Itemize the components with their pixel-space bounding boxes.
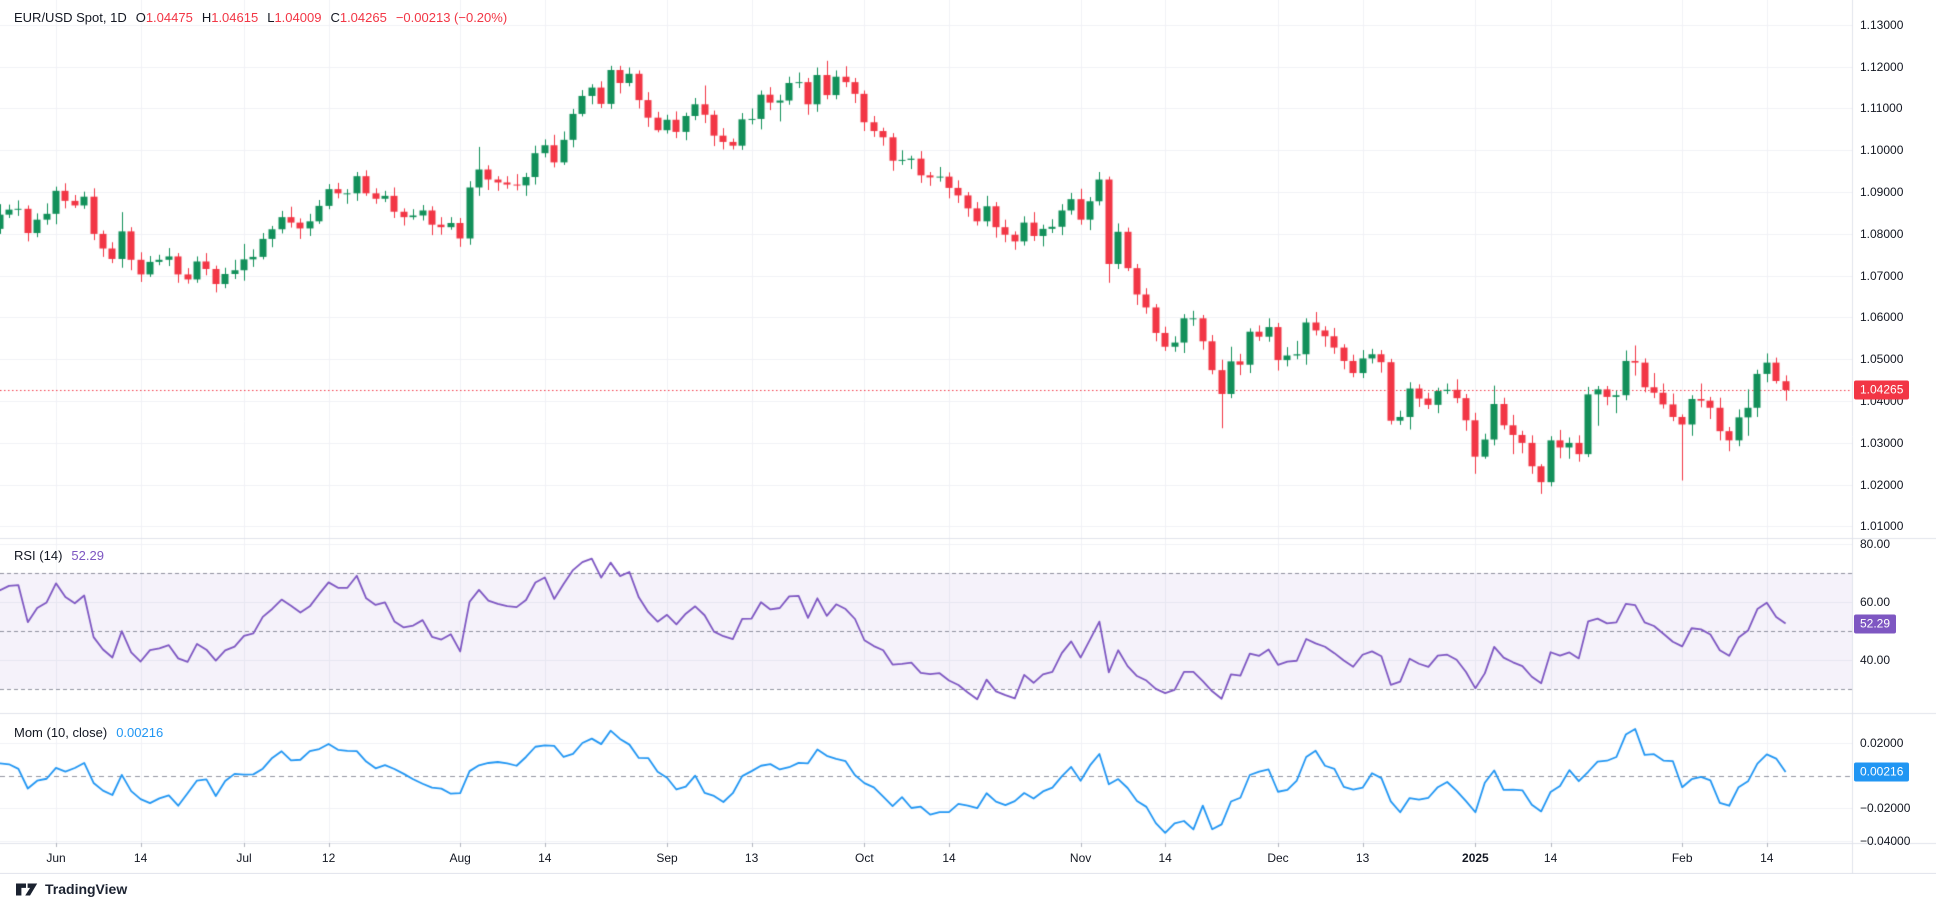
time-axis-label: Jun bbox=[46, 851, 66, 865]
price-scale[interactable]: 1.04265 52.29 0.00216 1.13000 1.12000 1.11… bbox=[1852, 0, 1936, 874]
tradingview-attribution-link[interactable]: TradingView bbox=[16, 881, 127, 897]
time-axis-label: 14 bbox=[942, 851, 956, 865]
time-axis-label: 14 bbox=[1158, 851, 1172, 865]
ohlc-close: C1.04265 bbox=[330, 10, 387, 25]
time-axis-label: Jul bbox=[236, 851, 252, 865]
time-axis-label: Dec bbox=[1267, 851, 1289, 865]
mom-axis-label: −0.04000 bbox=[1860, 833, 1911, 848]
mom-axis-label: −0.02000 bbox=[1860, 801, 1911, 815]
price-legend: EUR/USD Spot, 1D O1.04475 H1.04615 L1.04… bbox=[14, 10, 507, 25]
rsi-axis-label: 60.00 bbox=[1860, 595, 1891, 609]
price-axis-label: 1.02000 bbox=[1860, 477, 1904, 492]
price-axis-label: 1.11000 bbox=[1860, 101, 1903, 116]
symbol-title: EUR/USD Spot, 1D bbox=[14, 10, 127, 25]
time-axis-label: 13 bbox=[744, 851, 759, 865]
rsi-axis-label: 80.00 bbox=[1860, 537, 1891, 551]
time-scale[interactable]: Jun 14 Jul 12 Aug 14 Sep 13 Oct 14 Nov 14 Dec 13 2025 1… bbox=[0, 843, 1852, 873]
trading-chart: EUR/USD Spot, 1D O1.04475 H1.04615 L1.04… bbox=[0, 0, 1936, 874]
mom-value: 0.00216 bbox=[116, 725, 164, 740]
mom-badge: 0.00216 bbox=[1854, 762, 1910, 782]
mom-legend: Mom (10, close) 0.00216 bbox=[14, 725, 163, 740]
rsi-axis-label: 40.00 bbox=[1860, 653, 1891, 667]
time-axis-label: 13 bbox=[1355, 851, 1370, 865]
ohlc-low: L1.04009 bbox=[267, 10, 322, 25]
attribution-label: TradingView bbox=[45, 881, 128, 897]
price-axis-label: 1.06000 bbox=[1860, 310, 1904, 325]
time-axis-label: 14 bbox=[1760, 851, 1774, 865]
time-axis-label: 14 bbox=[1543, 851, 1558, 865]
time-axis-label: Aug bbox=[449, 851, 471, 865]
time-axis-label: 2025 bbox=[1462, 851, 1489, 865]
rsi-badge: 52.29 bbox=[1854, 614, 1897, 634]
price-change: −0.00213 (−0.20%) bbox=[395, 10, 508, 25]
last-price-badge: 1.04265 bbox=[1854, 380, 1910, 400]
rsi-value: 52.29 bbox=[71, 548, 104, 563]
price-axis-label: 1.13000 bbox=[1860, 17, 1904, 32]
price-axis-label: 1.01000 bbox=[1860, 519, 1904, 534]
price-axis-label: 1.08000 bbox=[1860, 226, 1904, 241]
price-axis-label: 1.09000 bbox=[1860, 185, 1904, 200]
mom-title: Mom (10, close) bbox=[14, 725, 108, 740]
time-axis-label: 14 bbox=[538, 851, 552, 865]
rsi-legend: RSI (14) 52.29 bbox=[14, 548, 104, 563]
time-axis-label: Oct bbox=[855, 851, 874, 865]
time-axis-label: Sep bbox=[656, 851, 678, 865]
price-axis-label: 1.07000 bbox=[1860, 268, 1904, 283]
price-axis-label: 1.12000 bbox=[1860, 59, 1904, 74]
time-axis-label: 14 bbox=[133, 851, 148, 865]
tradingview-logo-icon bbox=[16, 883, 38, 895]
ohlc-high: H1.04615 bbox=[201, 10, 259, 25]
price-axis-label: 1.05000 bbox=[1860, 352, 1904, 367]
price-axis-label: 1.03000 bbox=[1860, 435, 1904, 450]
chart-canvas[interactable] bbox=[0, 0, 1936, 874]
rsi-title: RSI (14) bbox=[14, 548, 63, 563]
time-axis-label: 12 bbox=[321, 851, 336, 865]
time-axis-label: Nov bbox=[1069, 851, 1092, 865]
ohlc-open: O1.04475 bbox=[135, 10, 193, 25]
price-axis-label: 1.10000 bbox=[1860, 143, 1904, 158]
time-axis-label: Feb bbox=[1671, 851, 1693, 865]
mom-axis-label: 0.02000 bbox=[1860, 736, 1904, 750]
